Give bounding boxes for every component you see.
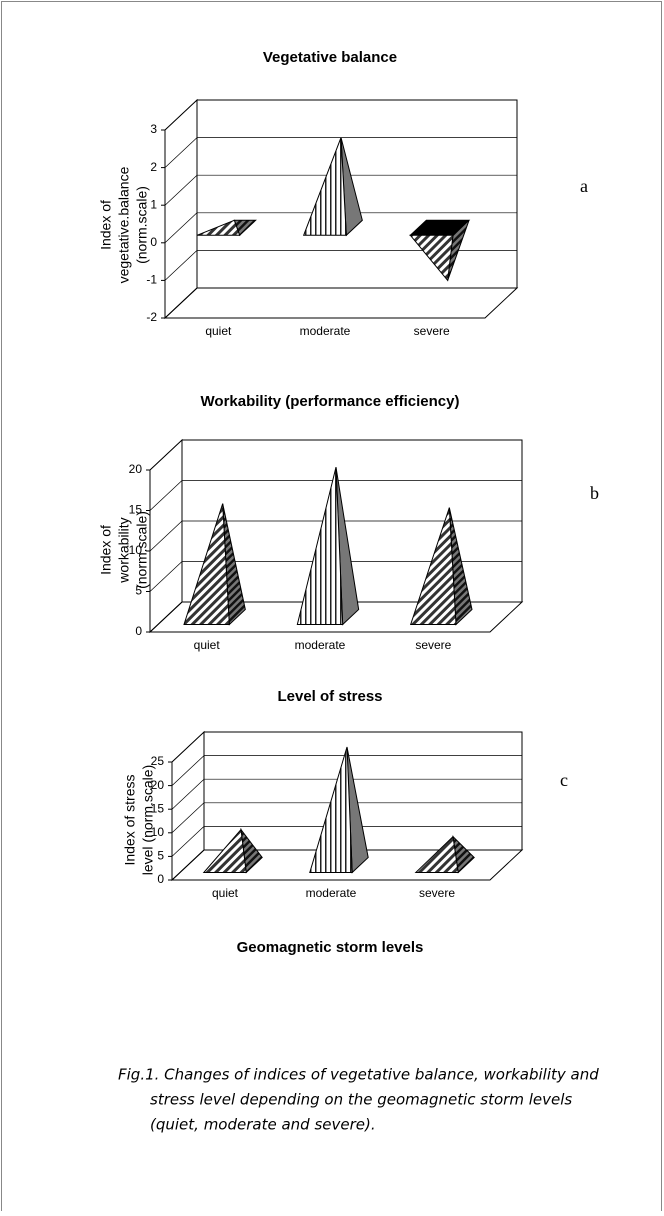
y-axis-label: vegetative.balance	[116, 166, 132, 283]
pyramid-front	[409, 234, 454, 282]
x-tick-label: severe	[414, 324, 450, 338]
y-tick-label: 0	[150, 235, 157, 249]
pyramid	[409, 507, 473, 626]
x-tick-label: severe	[415, 638, 451, 652]
y-tick-label: 0	[135, 624, 142, 638]
y-tick-label: 25	[151, 754, 165, 768]
caption-line: stress level depending on the geomagneti…	[150, 1091, 572, 1109]
grid-line	[164, 250, 198, 281]
side-wall	[171, 730, 205, 882]
y-axis-label: Index of stress	[122, 774, 138, 865]
y-axis-label: (norm.scale)	[134, 511, 150, 589]
back-wall	[196, 99, 518, 289]
x-tick-label: moderate	[306, 886, 357, 900]
y-axis-label: Index of	[98, 525, 114, 575]
grid-line	[149, 520, 183, 552]
y-tick-label: 1	[150, 197, 157, 211]
y-tick-label: 2	[150, 160, 157, 174]
x-axis-label: Geomagnetic storm levels	[237, 939, 424, 956]
y-axis-label: level (norm.scale)	[140, 765, 156, 875]
grid-line	[164, 174, 198, 206]
y-axis-label: (norm.scale)	[134, 186, 150, 264]
y-tick-label: 15	[151, 801, 165, 815]
pyramid-front	[409, 507, 457, 625]
pyramid-front	[302, 137, 347, 236]
pyramid	[202, 827, 263, 874]
grid-line	[171, 802, 205, 834]
y-tick-label: 0	[157, 872, 164, 886]
x-tick-label: quiet	[194, 638, 221, 652]
grid-line	[171, 755, 205, 786]
pyramid	[302, 137, 363, 237]
pyramid-front	[202, 828, 247, 873]
x-tick-label: quiet	[205, 324, 232, 338]
y-tick-label: -1	[146, 273, 157, 287]
x-tick-label: moderate	[300, 324, 351, 338]
panel-letter: c	[560, 770, 568, 790]
y-axis-label: workability	[116, 517, 132, 583]
panel-letter: b	[590, 483, 599, 503]
grid-line	[171, 826, 205, 857]
pyramid-front	[296, 467, 344, 625]
x-tick-label: quiet	[212, 886, 239, 900]
pyramid-front	[183, 503, 230, 625]
y-tick-label: 3	[150, 122, 157, 136]
grid-line	[164, 287, 198, 319]
pyramid	[309, 746, 369, 874]
pyramid	[296, 467, 360, 626]
pyramid	[409, 219, 471, 282]
side-wall	[164, 98, 198, 320]
y-tick-label: 20	[129, 462, 143, 476]
y-tick-label: 20	[151, 778, 165, 792]
chart-title: Level of stress	[277, 688, 382, 705]
pyramid	[183, 503, 246, 626]
pyramid	[414, 835, 475, 874]
caption-line: Fig.1. Changes of indices of vegetative …	[118, 1066, 599, 1084]
caption-line: (quiet, moderate and severe).	[150, 1116, 376, 1134]
grid-line	[149, 601, 183, 633]
grid-line	[164, 212, 198, 244]
chart-title: Workability (performance efficiency)	[201, 393, 460, 410]
grid-line	[149, 561, 183, 592]
pyramid-front	[309, 746, 353, 873]
x-tick-label: moderate	[295, 638, 346, 652]
grid-line	[149, 439, 183, 471]
chart-title: Vegetative balance	[263, 49, 397, 66]
grid-line	[171, 731, 205, 763]
grid-line	[171, 849, 205, 881]
x-tick-label: severe	[419, 886, 455, 900]
grid-line	[164, 99, 198, 131]
pyramid	[196, 219, 257, 237]
grid-line	[149, 480, 183, 511]
y-axis-label: Index of	[98, 200, 114, 250]
y-tick-label: -2	[146, 310, 157, 324]
floor	[163, 287, 519, 319]
pyramid-front	[196, 219, 241, 236]
y-tick-label: 10	[129, 543, 143, 557]
grid-line	[171, 778, 205, 810]
y-tick-label: 15	[129, 503, 143, 517]
grid-line	[164, 137, 198, 168]
panel-letter: a	[580, 176, 588, 196]
y-tick-label: 5	[157, 849, 164, 863]
pyramid-front	[414, 835, 459, 873]
y-tick-label: 5	[135, 584, 142, 598]
y-tick-label: 10	[151, 825, 165, 839]
